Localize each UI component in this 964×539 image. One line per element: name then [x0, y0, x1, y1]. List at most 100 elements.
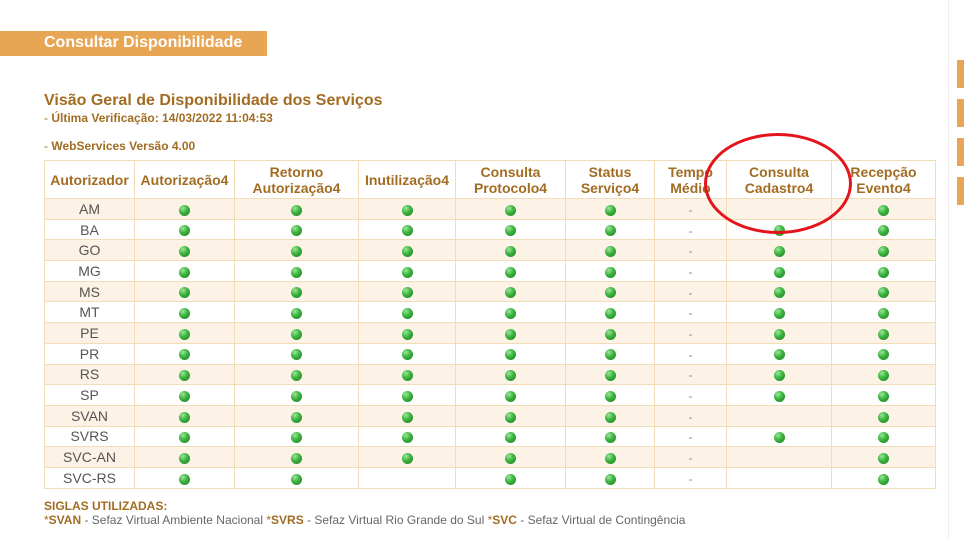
- header-autorizador: Autorizador: [44, 160, 135, 199]
- status-cell-status-servico4: [565, 322, 655, 344]
- status-cell-recepcao-evento4: [831, 218, 936, 241]
- status-online-icon: [604, 246, 616, 258]
- status-online-icon: [179, 390, 190, 402]
- status-cell-recepcao-evento4: [831, 404, 936, 427]
- status-online-icon: [505, 308, 516, 320]
- status-online-icon: [291, 349, 302, 361]
- status-cell-retorno-autorizacao4: [234, 260, 359, 282]
- table-row: MS -: [44, 280, 936, 303]
- status-cell-tempo-medio: -: [654, 239, 727, 262]
- autorizador-cell: PR: [44, 342, 135, 365]
- last-check-text: Última Verificação: 14/03/2022 11:04:53: [51, 111, 273, 125]
- status-online-icon: [878, 349, 889, 361]
- status-cell-autorizacao4: [134, 260, 235, 282]
- status-dash: -: [688, 264, 693, 279]
- status-cell-retorno-autorizacao4: [234, 322, 359, 344]
- legend-code-svrs: SVRS: [271, 513, 304, 527]
- status-online-icon: [291, 225, 302, 237]
- header-retorno-autorizacao4: Retorno Autorização4: [234, 160, 359, 199]
- status-cell-status-servico4: [565, 404, 655, 427]
- status-cell-consulta-cadastro4: [726, 446, 832, 468]
- section-title: Visão Geral de Disponibilidade dos Servi…: [44, 92, 383, 109]
- status-online-icon: [291, 308, 302, 320]
- header-bar: [0, 31, 267, 56]
- status-online-icon: [505, 411, 516, 423]
- status-online-icon: [179, 328, 190, 340]
- status-cell-consulta-protocolo4: [455, 404, 566, 427]
- status-cell-tempo-medio: -: [654, 260, 727, 282]
- status-online-icon: [773, 246, 785, 258]
- status-cell-retorno-autorizacao4: [234, 342, 359, 365]
- status-cell-status-servico4: [565, 342, 655, 365]
- status-cell-tempo-medio: -: [654, 280, 727, 303]
- status-online-icon: [401, 246, 413, 258]
- side-tab-1[interactable]: [957, 60, 964, 88]
- autorizador-cell: BA: [44, 218, 135, 241]
- status-cell-autorizacao4: [134, 466, 235, 489]
- status-cell-status-servico4: [565, 384, 655, 406]
- red-annotation-ellipse: [704, 133, 852, 234]
- status-cell-consulta-protocolo4: [455, 301, 566, 324]
- status-dash: -: [688, 430, 693, 445]
- status-cell-autorizacao4: [134, 363, 235, 386]
- status-cell-consulta-protocolo4: [455, 425, 566, 448]
- status-cell-recepcao-evento4: [831, 260, 936, 282]
- status-online-icon: [179, 411, 190, 423]
- autorizador-cell: SVAN: [44, 404, 135, 427]
- status-online-icon: [505, 246, 516, 258]
- side-tab-2[interactable]: [957, 99, 964, 127]
- status-online-icon: [291, 452, 302, 464]
- status-cell-consulta-protocolo4: [455, 322, 566, 344]
- status-cell-recepcao-evento4: [831, 280, 936, 303]
- status-cell-retorno-autorizacao4: [234, 363, 359, 386]
- status-cell-autorizacao4: [134, 218, 235, 241]
- status-cell-consulta-protocolo4: [455, 363, 566, 386]
- status-online-icon: [604, 390, 616, 402]
- status-cell-tempo-medio: -: [654, 425, 727, 448]
- status-online-icon: [291, 370, 302, 382]
- status-online-icon: [179, 452, 190, 464]
- status-cell-autorizacao4: [134, 280, 235, 303]
- status-online-icon: [878, 452, 889, 464]
- status-online-icon: [878, 473, 889, 485]
- ws-version-prefix: -: [44, 139, 52, 153]
- status-cell-status-servico4: [565, 218, 655, 241]
- status-online-icon: [878, 411, 889, 423]
- status-cell-consulta-cadastro4: [726, 466, 832, 489]
- status-online-icon: [401, 411, 413, 423]
- status-online-icon: [878, 432, 889, 444]
- status-online-icon: [878, 266, 889, 278]
- last-check-prefix: -: [44, 111, 52, 125]
- status-dash: -: [688, 471, 693, 486]
- status-cell-retorno-autorizacao4: [234, 218, 359, 241]
- side-tab-3[interactable]: [957, 138, 964, 166]
- status-cell-status-servico4: [565, 280, 655, 303]
- status-dash: -: [688, 451, 693, 466]
- status-dash: -: [688, 326, 693, 341]
- status-online-icon: [291, 328, 302, 340]
- status-online-icon: [878, 370, 889, 382]
- status-cell-recepcao-evento4: [831, 466, 936, 489]
- header-inutilizacao4: Inutilização4: [358, 160, 456, 199]
- status-cell-inutilizacao4: [358, 301, 456, 324]
- status-cell-consulta-cadastro4: [726, 239, 832, 262]
- status-dash: -: [688, 202, 693, 217]
- side-tab-4[interactable]: [957, 177, 964, 205]
- status-cell-consulta-protocolo4: [455, 446, 566, 468]
- status-cell-tempo-medio: -: [654, 404, 727, 427]
- status-dash: -: [688, 409, 693, 424]
- table-row: PR -: [44, 342, 936, 365]
- status-online-icon: [604, 308, 616, 320]
- status-online-icon: [179, 370, 190, 382]
- status-online-icon: [878, 308, 889, 320]
- status-cell-consulta-cadastro4: [726, 425, 832, 448]
- status-online-icon: [505, 349, 516, 361]
- status-cell-autorizacao4: [134, 342, 235, 365]
- legend-desc-svan: - Sefaz Virtual Ambiente Nacional: [81, 513, 267, 527]
- status-cell-inutilizacao4: [358, 342, 456, 365]
- status-online-icon: [401, 204, 413, 216]
- legend-star: *: [487, 513, 493, 527]
- status-dash: -: [688, 368, 693, 383]
- status-online-icon: [401, 328, 413, 340]
- status-online-icon: [401, 432, 413, 444]
